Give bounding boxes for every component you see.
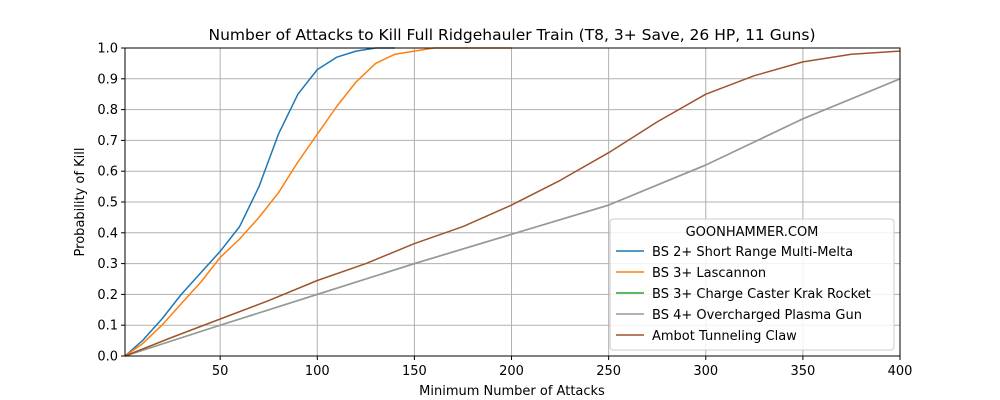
series-line-4 (124, 78, 901, 357)
x-axis-label: Minimum Number of Attacks (419, 384, 605, 399)
legend-label: Ambot Tunneling Claw (652, 329, 797, 344)
x-tick-label: 50 (212, 364, 229, 379)
y-tick-label: 0.4 (97, 226, 118, 241)
x-tick-label: 350 (790, 364, 815, 379)
series-line-2 (124, 47, 512, 357)
legend-label: BS 4+ Overcharged Plasma Gun (652, 308, 862, 323)
y-tick-label: 0.2 (97, 288, 118, 303)
y-tick-label: 0.7 (97, 134, 118, 149)
legend: GOONHAMMER.COM BS 2+ Short Range Multi-Me… (609, 218, 895, 351)
x-tick-label: 300 (693, 364, 718, 379)
y-tick-label: 0.6 (97, 165, 118, 180)
legend-box (609, 218, 895, 351)
y-tick-label: 1.0 (97, 42, 118, 57)
x-tick-label: 400 (888, 364, 913, 379)
legend-label: BS 3+ Lascannon (652, 266, 766, 281)
y-axis-label: Probability of Kill (73, 148, 88, 257)
ticks: 50 100 150 200 250 300 350 400 0.0 0.1 0.2 0.3 0.4 0.… (97, 42, 912, 380)
y-tick-label: 0.0 (97, 350, 118, 365)
series-layer (124, 47, 901, 357)
legend-label: BS 2+ Short Range Multi-Melta (652, 245, 853, 260)
x-tick-label: 100 (305, 364, 330, 379)
series-line-5 (124, 50, 901, 357)
y-tick-label: 0.9 (97, 72, 118, 87)
x-tick-label: 150 (402, 364, 427, 379)
y-tick-label: 0.5 (97, 196, 118, 211)
y-tick-label: 0.8 (97, 103, 118, 118)
legend-title: GOONHAMMER.COM (686, 225, 819, 240)
x-tick-label: 200 (499, 364, 524, 379)
y-tick-label: 0.1 (97, 319, 118, 334)
series-line-1 (124, 47, 395, 357)
y-tick-label: 0.3 (97, 257, 118, 272)
legend-label: BS 3+ Charge Caster Krak Rocket (652, 287, 871, 302)
chart-title: Number of Attacks to Kill Full Ridgehaul… (208, 26, 815, 44)
x-tick-label: 250 (596, 364, 621, 379)
